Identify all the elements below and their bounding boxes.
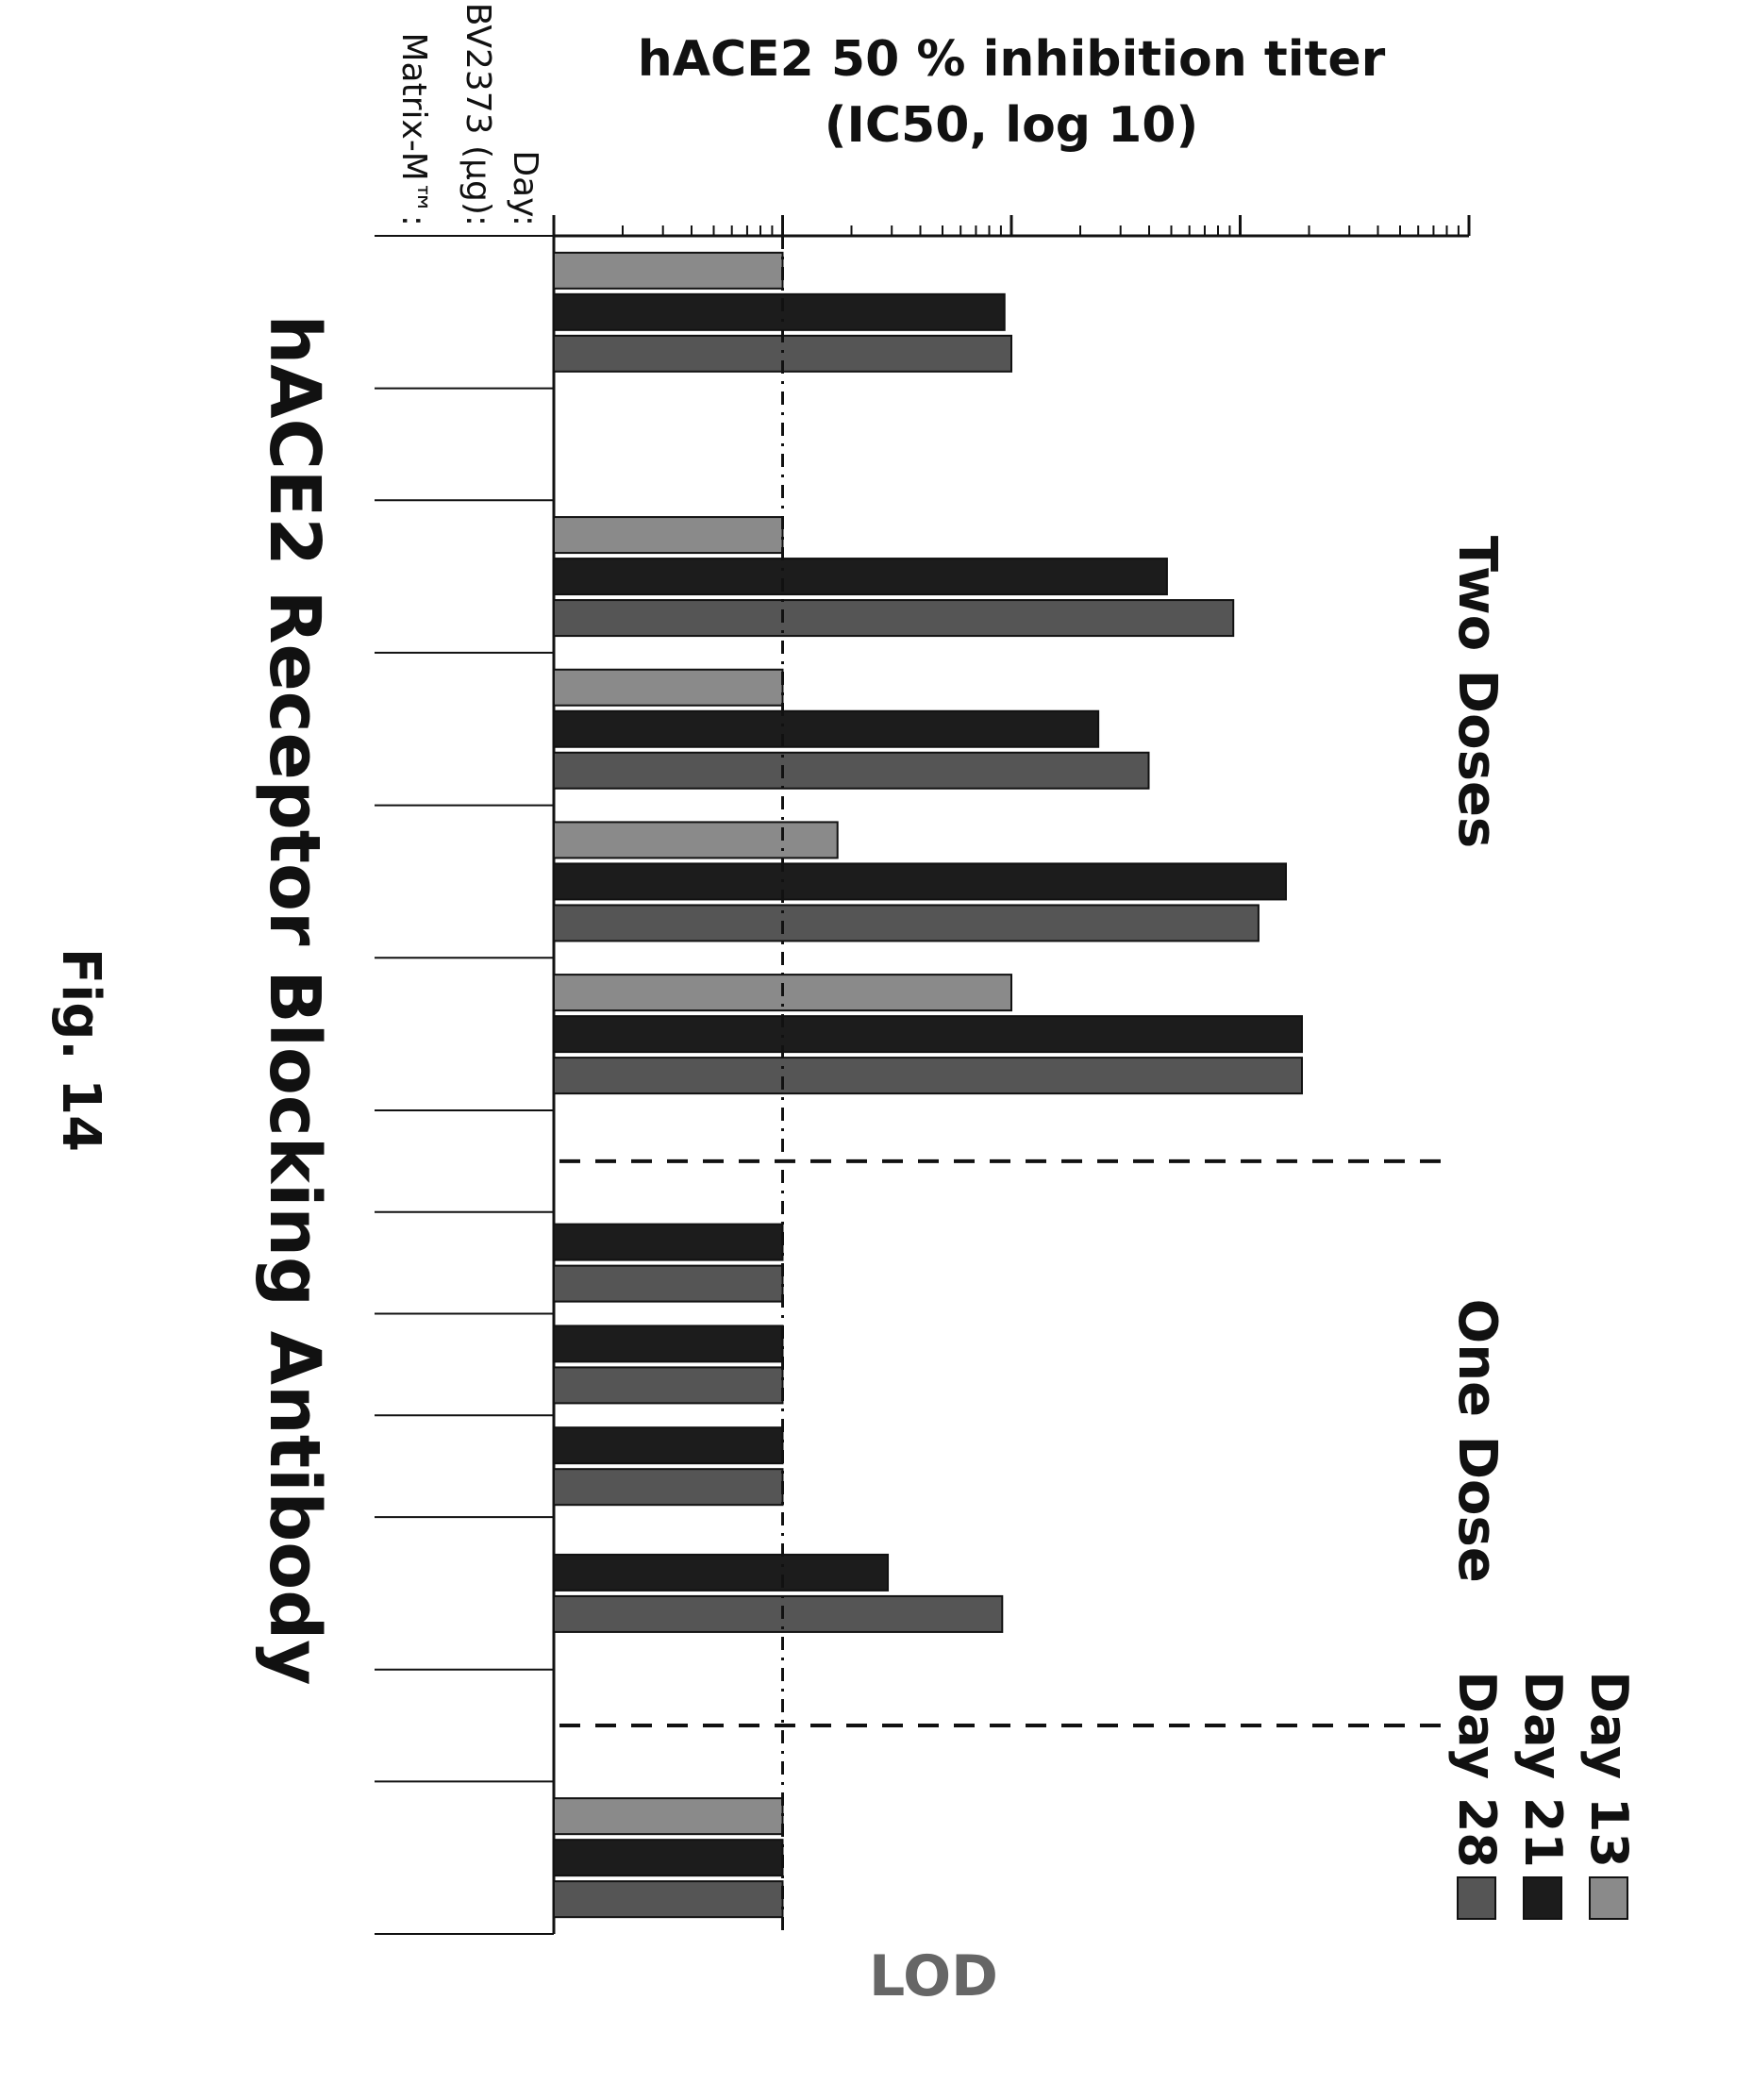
legend-swatch-1	[1589, 1876, 1628, 1920]
bar-two-doses-dose-0.01-day-21	[553, 558, 1168, 596]
bar--dose-10-day-13	[553, 251, 784, 290]
bar-one-dose-dose-0.1-day-21	[553, 1325, 784, 1363]
group-label-one-dose: One Dose	[1446, 1299, 1508, 1583]
bar-one-dose-dose-10-day-28	[553, 1594, 1004, 1633]
legend-day-21: Day 21	[1513, 1671, 1573, 1868]
bar-one-dose-dose-0.1-day-28	[553, 1366, 784, 1405]
bar-two-doses-dose-0.01-day-28	[553, 599, 1235, 638]
bar-layer	[552, 251, 1628, 1920]
bar-one-dose-dose-0.01-day-21	[553, 1223, 784, 1261]
bar--dose-0-day-21	[553, 1839, 784, 1877]
bar-two-doses-dose-10-day-28	[553, 1057, 1303, 1095]
row-label-dose: BV2373 (µg):	[459, 3, 497, 226]
legend-day-28: Day 28	[1447, 1671, 1507, 1868]
y-axis-label-line1: hACE2 50 % inhibition titer	[638, 31, 1386, 88]
bar-two-doses-dose-0.1-day-28	[553, 751, 1150, 790]
legend-swatch-3	[1457, 1876, 1496, 1920]
chart-title: hACE2 Receptor Blocking Antibody	[254, 315, 335, 1686]
bar--dose-0-day-13	[553, 1797, 784, 1836]
lod-label: LOD	[869, 1943, 998, 2009]
row-label-day: Day:	[506, 150, 544, 226]
bar-one-dose-dose-10-day-21	[553, 1553, 890, 1592]
bar-two-doses-dose-0.1-day-21	[553, 709, 1100, 748]
text-layer: Fig. 14 hACE2 Receptor Blocking Antibody…	[50, 3, 1639, 2009]
bar--dose-0-day-28	[553, 1880, 784, 1919]
bar-two-doses-dose-1-day-13	[553, 821, 839, 859]
legend-day-13: Day 13	[1579, 1671, 1639, 1868]
legend-swatch-2	[1523, 1876, 1562, 1920]
y-axis-label-line2: (IC50, log 10)	[825, 97, 1199, 154]
group-label-two-doses: Two Doses	[1446, 536, 1508, 848]
bar-two-doses-dose-1-day-28	[553, 904, 1260, 942]
bar-two-doses-dose-0.1-day-13	[553, 668, 784, 707]
rotated-chart-frame: Fig. 14 hACE2 Receptor Blocking Antibody…	[50, 3, 1639, 2009]
bar-one-dose-dose-1-day-21	[553, 1426, 784, 1465]
bar-one-dose-dose-0.01-day-28	[553, 1264, 784, 1303]
reference-lines	[554, 236, 1441, 1934]
bar--dose-10-day-21	[552, 292, 1006, 331]
bar-two-doses-dose-10-day-21	[553, 1015, 1303, 1054]
bar-one-dose-dose-1-day-28	[553, 1468, 784, 1507]
bar-two-doses-dose-1-day-21	[553, 862, 1287, 901]
row-label-adjuvant: Matrix-M™:	[394, 32, 433, 226]
bar-two-doses-dose-0.01-day-13	[553, 516, 784, 555]
figure-label: Fig. 14	[50, 948, 111, 1152]
